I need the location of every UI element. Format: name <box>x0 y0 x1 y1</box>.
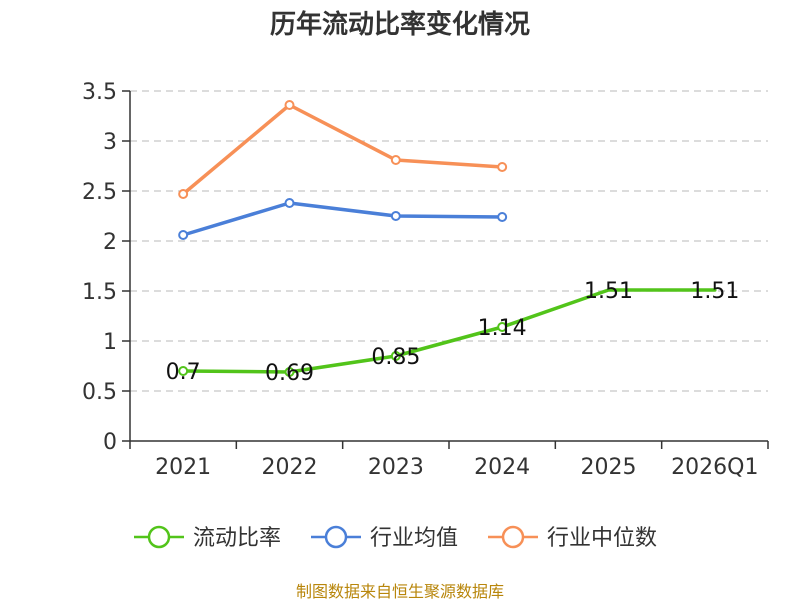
legend-label-0: 流动比率 <box>193 526 281 551</box>
series-line-2 <box>181 103 504 196</box>
data-label-0-5: 1.51 <box>690 279 739 304</box>
legend-swatch-marker-2 <box>501 525 525 549</box>
series-points <box>178 100 508 377</box>
series-0-point-0 <box>178 366 189 376</box>
series-2-point-3 <box>497 162 508 172</box>
x-tick-label-0: 2021 <box>155 455 211 480</box>
data-label-0-3: 1.14 <box>478 316 527 341</box>
data-label-0-4: 1.51 <box>584 279 633 304</box>
legend-label-1: 行业均值 <box>370 526 458 551</box>
x-tick-label-1: 2022 <box>262 455 318 480</box>
y-tick-label-0: 0 <box>103 430 117 455</box>
y-tick-label-1: 0.5 <box>82 380 117 405</box>
y-tick-label-2: 1 <box>103 330 117 355</box>
y-tick-label-6: 3 <box>103 130 117 155</box>
legend: 流动比率 行业均值 行业中位数 <box>134 525 657 551</box>
series-2-point-2 <box>390 155 401 165</box>
legend-swatch-marker-0 <box>147 525 171 549</box>
series-2-point-0 <box>178 189 189 199</box>
series-1-point-3 <box>497 212 508 222</box>
series-0-point-3 <box>497 322 508 332</box>
x-tick-label-5: 2026Q1 <box>671 455 758 480</box>
data-label-0-1: 0.69 <box>265 361 314 386</box>
series-2-point-1 <box>284 100 295 110</box>
x-tick-label-3: 2024 <box>474 455 530 480</box>
series-1-point-2 <box>390 211 401 221</box>
grid-lines <box>130 90 768 392</box>
series-line-0 <box>181 288 717 374</box>
source-note: 制图数据来自恒生聚源数据库 <box>295 582 504 601</box>
series-line-1 <box>181 201 504 237</box>
x-tick-label-2: 2023 <box>368 455 424 480</box>
data-labels: 0.7 0.69 0.85 1.14 1.51 1.51 <box>166 279 740 386</box>
series-1-point-1 <box>284 198 295 208</box>
series-1-point-0 <box>178 230 189 240</box>
axes: 0 0.5 1 1.5 2 2.5 3 3.5 2021 2022 2023 2024 2025 2026… <box>82 80 769 480</box>
y-tick-label-4: 2 <box>103 230 117 255</box>
x-tick-label-4: 2025 <box>581 455 637 480</box>
series-0-point-1 <box>284 367 295 377</box>
series-lines <box>181 103 717 374</box>
chart-title: 历年流动比率变化情况 <box>269 10 530 40</box>
series-0-point-2 <box>390 351 401 361</box>
y-tick-label-3: 1.5 <box>82 280 117 305</box>
data-label-0-0: 0.7 <box>166 360 201 385</box>
y-tick-label-5: 2.5 <box>82 180 117 205</box>
data-label-0-2: 0.85 <box>371 345 420 370</box>
legend-label-2: 行业中位数 <box>547 526 657 551</box>
y-tick-label-7: 3.5 <box>82 80 117 105</box>
legend-swatch-marker-1 <box>324 525 348 549</box>
